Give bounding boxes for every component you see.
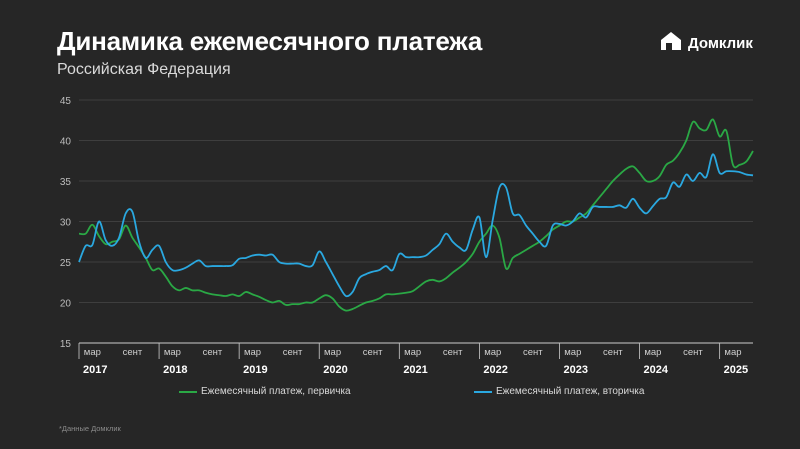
legend-swatch-primary [179,390,197,393]
y-tick-label: 40 [60,137,72,148]
x-year-label: 2023 [563,364,587,376]
x-month-label: мар [484,347,501,358]
x-year-label: 2021 [403,364,427,376]
x-year-label: 2024 [644,364,669,376]
x-month-label: сент [683,347,703,358]
y-tick-label: 35 [60,177,72,188]
y-tick-label: 30 [60,218,72,229]
legend-item-primary: Ежемесячный платеж, первичка [179,386,351,397]
y-tick-label: 15 [60,339,72,350]
logo-text: Домклик [688,35,753,52]
x-month-label: сент [363,347,383,358]
chart-title: Динамика ежемесячного платежа [57,26,483,56]
x-month-label: сент [123,347,143,358]
y-tick-label: 25 [60,258,72,269]
x-month-label: мар [564,347,581,358]
domclick-logo[interactable]: Домклик [659,30,753,57]
chart-subtitle: Российская Федерация [57,61,231,78]
x-year-label: 2017 [83,364,107,376]
x-year-label: 2020 [323,364,347,376]
legend-label-secondary: Ежемесячный платеж, вторичка [496,386,645,397]
x-month-label: сент [203,347,223,358]
x-month-label: мар [84,347,101,358]
x-year-label: 2022 [483,364,507,376]
x-year-label: 2019 [243,364,267,376]
x-month-label: мар [324,347,341,358]
house-logo-icon [659,30,683,57]
x-month-label: сент [523,347,543,358]
x-year-label: 2018 [163,364,187,376]
x-month-label: мар [644,347,661,358]
x-month-label: мар [164,347,181,358]
x-month-label: мар [404,347,421,358]
x-month-label: сент [283,347,303,358]
x-month-label: мар [244,347,261,358]
x-month-label: сент [443,347,463,358]
x-month-label: сент [603,347,623,358]
x-month-label: мар [724,347,741,358]
footnote: *Данные Домклик [59,424,121,433]
x-year-label: 2025 [724,364,748,376]
series-line-primary [78,118,754,312]
y-tick-label: 45 [60,96,72,107]
legend-item-secondary: Ежемесячный платеж, вторичка [474,386,644,397]
legend-swatch-secondary [474,390,492,393]
series-line-secondary [78,153,754,298]
legend-label-primary: Ежемесячный платеж, первичка [201,386,351,397]
y-tick-label: 20 [60,299,72,310]
